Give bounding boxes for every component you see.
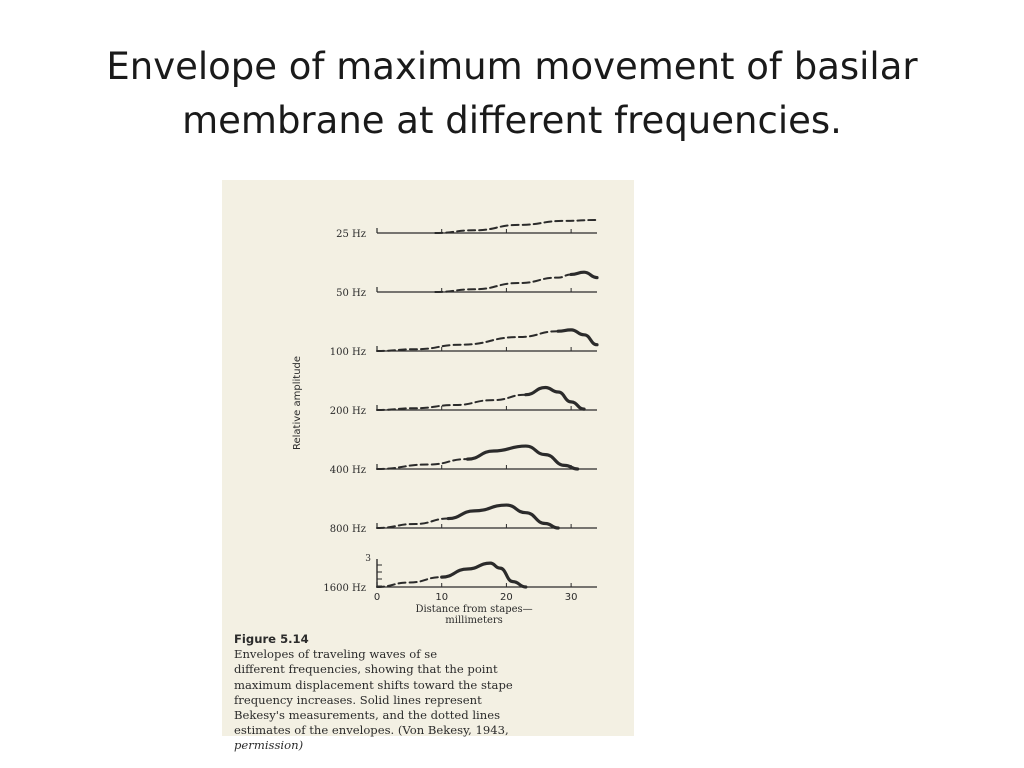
- caption-line-5: Bekesy's measurements, and the dotted li…: [234, 708, 501, 723]
- envelope-measured-solid: [556, 328, 599, 347]
- basilar-membrane-envelope-chart: Relative amplitude 25 Hz 50 Hz 100 Hz 200 Hz…: [292, 218, 599, 626]
- figure-scan: Relative amplitude 25 Hz 50 Hz 100 Hz 200 Hz…: [222, 180, 634, 752]
- envelope-measured-solid: [465, 444, 580, 471]
- x-tick-label: 30: [565, 592, 578, 603]
- series-row-800-hz: 800 Hz: [330, 503, 597, 535]
- x-tick-label: 0: [374, 592, 380, 603]
- series-label: 200 Hz: [330, 406, 366, 417]
- envelope-estimate-dashed: [376, 517, 450, 529]
- y-axis-label: Relative amplitude: [292, 356, 303, 450]
- slide-title-line-2: membrane at different frequencies.: [182, 99, 842, 142]
- series-label: 400 Hz: [330, 465, 366, 476]
- x-axis-label-line-2: millimeters: [445, 615, 503, 626]
- envelope-estimate-dashed: [376, 458, 469, 470]
- slide-title: Envelope of maximum movement of basilar …: [0, 40, 1024, 148]
- series-label: 25 Hz: [336, 229, 366, 240]
- x-axis-label-line-1: Distance from stapes—: [415, 604, 532, 615]
- x-tick-label: 10: [435, 592, 448, 603]
- envelope-estimate-dashed: [376, 330, 560, 352]
- series-row-100-hz: 100 Hz: [330, 328, 599, 358]
- figure-label: Figure 5.14: [234, 632, 309, 646]
- caption-line-6: estimates of the envelopes. (Von Bekesy,…: [234, 723, 509, 738]
- series-label: 800 Hz: [330, 524, 366, 535]
- series-row-1600-hz: 1600 Hz 3: [323, 554, 597, 594]
- scale-label: 3: [365, 554, 371, 564]
- caption-line-4: frequency increases. Solid lines represe…: [234, 692, 482, 707]
- series-row-400-hz: 400 Hz: [330, 444, 597, 476]
- series-row-50-hz: 50 Hz: [336, 270, 599, 299]
- envelope-estimate-dashed: [376, 576, 443, 588]
- envelope-estimate-dashed: [434, 218, 598, 234]
- series-row-200-hz: 200 Hz: [330, 385, 597, 417]
- envelope-estimate-dashed: [434, 273, 573, 293]
- caption-line-1: Envelopes of traveling waves of se: [234, 647, 438, 662]
- envelope-measured-solid: [440, 561, 528, 589]
- x-tick-label: 20: [500, 592, 513, 603]
- slide-title-line-1: Envelope of maximum movement of basilar: [106, 45, 918, 88]
- figure-caption: Figure 5.14 Envelopes of traveling waves …: [234, 632, 630, 754]
- series-row-25-hz: 25 Hz: [336, 218, 598, 240]
- envelope-estimate-dashed: [376, 393, 527, 411]
- series-label: 50 Hz: [336, 288, 366, 299]
- envelope-measured-solid: [569, 270, 599, 280]
- caption-line-2: different frequencies, showing that the …: [234, 662, 498, 677]
- series-label: 1600 Hz: [323, 583, 366, 594]
- series-label: 100 Hz: [330, 347, 366, 358]
- envelope-measured-solid: [446, 503, 560, 530]
- caption-line-7: permission): [234, 738, 304, 753]
- caption-line-3: maximum displacement shifts toward the s…: [234, 677, 513, 692]
- envelope-measured-solid: [524, 385, 586, 411]
